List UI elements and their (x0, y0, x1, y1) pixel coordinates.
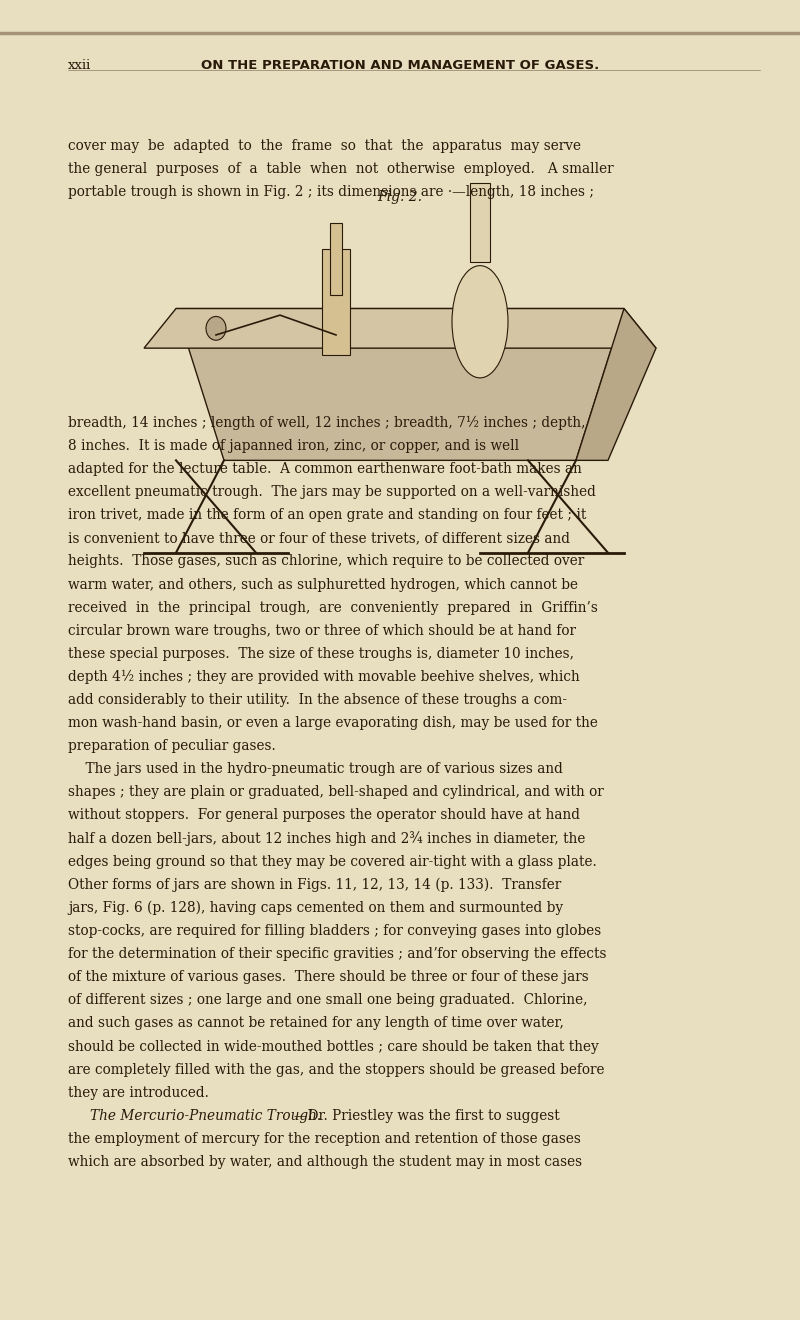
Text: portable trough is shown in Fig. 2 ; its dimensions are ·—length, 18 inches ;: portable trough is shown in Fig. 2 ; its… (68, 185, 594, 199)
Text: cover may  be  adapted  to  the  frame  so  that  the  apparatus  may serve: cover may be adapted to the frame so tha… (68, 139, 581, 153)
Text: stop-cocks, are required for filling bladders ; for conveying gases into globes: stop-cocks, are required for filling bla… (68, 924, 602, 939)
Text: breadth, 14 inches ; length of well, 12 inches ; breadth, 7½ inches ; depth,: breadth, 14 inches ; length of well, 12 … (68, 416, 586, 430)
Text: add considerably to their utility.  In the absence of these troughs a com-: add considerably to their utility. In th… (68, 693, 567, 708)
Text: The Mercurio-Pneumatic Trough.: The Mercurio-Pneumatic Trough. (90, 1109, 322, 1123)
Text: the general  purposes  of  a  table  when  not  otherwise  employed.   A smaller: the general purposes of a table when not… (68, 161, 614, 176)
Text: xxii: xxii (68, 59, 91, 73)
Text: warm water, and others, such as sulphuretted hydrogen, which cannot be: warm water, and others, such as sulphure… (68, 578, 578, 591)
Text: heights.  Those gases, such as chlorine, which require to be collected over: heights. Those gases, such as chlorine, … (68, 554, 584, 569)
Text: these special purposes.  The size of these troughs is, diameter 10 inches,: these special purposes. The size of thes… (68, 647, 574, 661)
Bar (470, 183, 490, 263)
Text: edges being ground so that they may be covered air-tight with a glass plate.: edges being ground so that they may be c… (68, 855, 597, 869)
Text: should be collected in wide-mouthed bottles ; care should be taken that they: should be collected in wide-mouthed bott… (68, 1040, 598, 1053)
Text: jars, Fig. 6 (p. 128), having caps cemented on them and surmounted by: jars, Fig. 6 (p. 128), having caps cemen… (68, 900, 563, 915)
Text: are completely filled with the gas, and the stoppers should be greased before: are completely filled with the gas, and … (68, 1063, 605, 1077)
Polygon shape (144, 309, 656, 348)
Text: of the mixture of various gases.  There should be three or four of these jars: of the mixture of various gases. There s… (68, 970, 589, 985)
Polygon shape (176, 309, 624, 461)
Text: they are introduced.: they are introduced. (68, 1085, 209, 1100)
Text: shapes ; they are plain or graduated, bell-shaped and cylindrical, and with or: shapes ; they are plain or graduated, be… (68, 785, 604, 800)
Text: depth 4½ inches ; they are provided with movable beehive shelves, which: depth 4½ inches ; they are provided with… (68, 671, 580, 684)
Text: Other forms of jars are shown in Figs. 11, 12, 13, 14 (p. 133).  Transfer: Other forms of jars are shown in Figs. 1… (68, 878, 562, 892)
Text: adapted for the lecture table.  A common earthenware foot-bath makes an: adapted for the lecture table. A common … (68, 462, 582, 477)
Text: mon wash-hand basin, or even a large evaporating dish, may be used for the: mon wash-hand basin, or even a large eva… (68, 715, 598, 730)
Bar (330, 223, 342, 296)
Text: iron trivet, made in the form of an open grate and standing on four feet ; it: iron trivet, made in the form of an open… (68, 508, 586, 523)
Text: for the determination of their specific gravities ; andʼfor observing the effect: for the determination of their specific … (68, 948, 606, 961)
Text: received  in  the  principal  trough,  are  conveniently  prepared  in  Griffin’: received in the principal trough, are co… (68, 601, 598, 615)
Ellipse shape (206, 317, 226, 341)
Text: the employment of mercury for the reception and retention of those gases: the employment of mercury for the recept… (68, 1133, 581, 1146)
Text: half a dozen bell-jars, about 12 inches high and 2¾ inches in diameter, the: half a dozen bell-jars, about 12 inches … (68, 832, 586, 846)
Text: and such gases as cannot be retained for any length of time over water,: and such gases as cannot be retained for… (68, 1016, 564, 1031)
Text: circular brown ware troughs, two or three of which should be at hand for: circular brown ware troughs, two or thre… (68, 624, 576, 638)
Text: ON THE PREPARATION AND MANAGEMENT OF GASES.: ON THE PREPARATION AND MANAGEMENT OF GAS… (201, 59, 599, 73)
Text: without stoppers.  For general purposes the operator should have at hand: without stoppers. For general purposes t… (68, 808, 580, 822)
Text: excellent pneumatic trough.  The jars may be supported on a well-varnished: excellent pneumatic trough. The jars may… (68, 484, 596, 499)
Text: —Dr. Priestley was the first to suggest: —Dr. Priestley was the first to suggest (294, 1109, 560, 1123)
Bar (322, 249, 350, 355)
Ellipse shape (452, 265, 508, 378)
Text: which are absorbed by water, and although the student may in most cases: which are absorbed by water, and althoug… (68, 1155, 582, 1170)
Polygon shape (576, 309, 656, 461)
Text: The jars used in the hydro-pneumatic trough are of various sizes and: The jars used in the hydro-pneumatic tro… (68, 763, 563, 776)
Text: Fig. 2.: Fig. 2. (378, 190, 422, 203)
Text: is convenient to have three or four of these trivets, of different sizes and: is convenient to have three or four of t… (68, 532, 570, 545)
Text: preparation of peculiar gases.: preparation of peculiar gases. (68, 739, 276, 754)
Text: 8 inches.  It is made of japanned iron, zinc, or copper, and is well: 8 inches. It is made of japanned iron, z… (68, 438, 519, 453)
Text: of different sizes ; one large and one small one being graduated.  Chlorine,: of different sizes ; one large and one s… (68, 994, 587, 1007)
